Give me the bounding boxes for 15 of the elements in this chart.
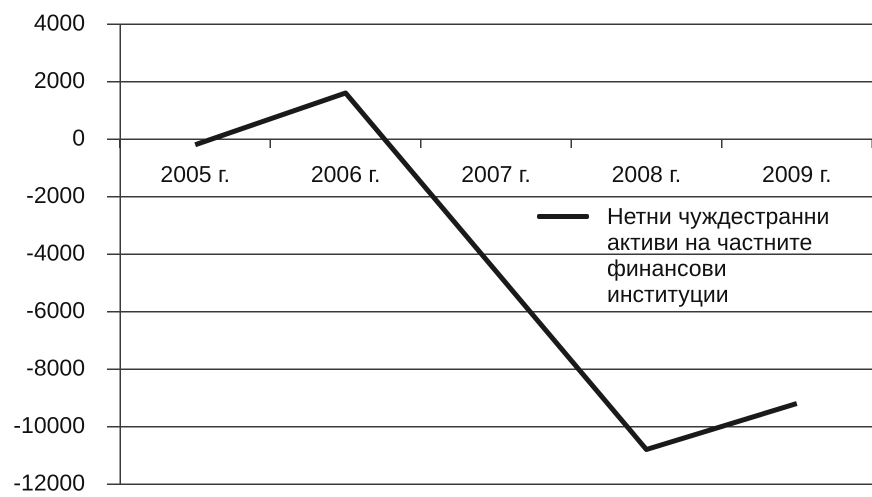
x-tick-label: 2008 г.	[612, 161, 682, 188]
y-tick-label: -2000	[26, 182, 85, 208]
y-tick-label: -8000	[26, 354, 85, 380]
y-tick-label: -4000	[26, 239, 85, 266]
x-tick-label: 2006 г.	[310, 161, 380, 188]
x-tick-label: 2007 г.	[461, 161, 531, 188]
y-tick-label: 2000	[34, 66, 85, 93]
legend-label: Нетни чуждестранни активи на частните финансови институции	[607, 203, 830, 307]
x-tick-label: 2009 г.	[762, 161, 832, 188]
y-tick-label: 4000	[34, 9, 85, 36]
y-tick-label: -10000	[13, 412, 85, 438]
y-tick-label: -6000	[26, 296, 85, 323]
x-tick-label: 2005 г.	[160, 161, 230, 188]
y-tick-label: 0	[72, 124, 85, 150]
y-tick-label: -12000	[13, 469, 85, 496]
